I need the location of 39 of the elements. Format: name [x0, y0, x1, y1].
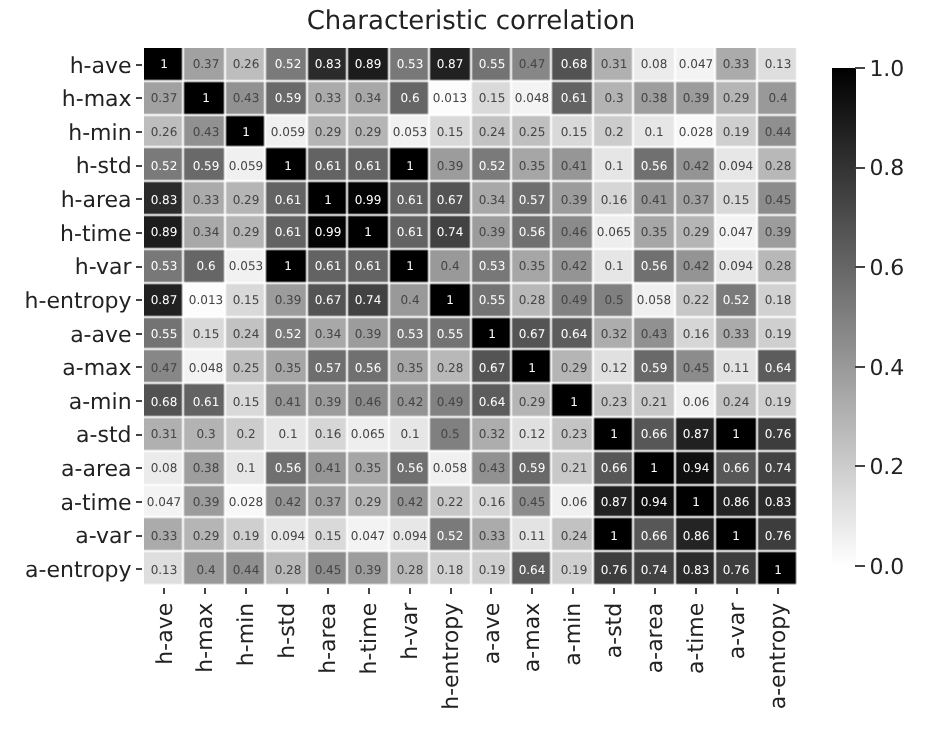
- y-tick-label: h-area: [60, 187, 132, 214]
- y-tick-label: a-std: [76, 422, 132, 449]
- x-tick-label: h-entropy: [437, 601, 464, 710]
- y-tick-label: h-std: [75, 153, 132, 180]
- color-bar-label: 1.0: [869, 55, 905, 82]
- x-tick-label: h-ave: [151, 602, 178, 665]
- x-tick-label: h-time: [355, 602, 382, 675]
- y-tick-label: h-entropy: [24, 287, 133, 314]
- x-tick-label: a-time: [682, 602, 709, 674]
- y-tick-label: a-var: [75, 523, 133, 550]
- y-tick-label: a-ave: [70, 321, 133, 348]
- x-tick-label: a-area: [642, 602, 669, 674]
- y-tick-label: h-var: [74, 254, 133, 281]
- color-bar-label: 0.0: [869, 553, 905, 580]
- y-tick-label: h-max: [61, 86, 133, 113]
- color-bar-label: 0.8: [869, 155, 905, 182]
- x-tick-label: h-area: [315, 602, 342, 674]
- y-tick-label: h-time: [60, 220, 133, 247]
- x-tick-label: h-var: [396, 601, 423, 660]
- x-tick-label: a-entropy: [764, 601, 791, 710]
- x-tick-label: h-std: [274, 602, 301, 659]
- y-tick-label: a-area: [61, 456, 132, 483]
- x-tick-label: a-min: [560, 602, 587, 666]
- color-bar-label: 0.4: [869, 354, 905, 381]
- x-tick-label: a-max: [519, 601, 546, 673]
- y-tick-label: a-max: [62, 355, 133, 382]
- x-tick-label: a-std: [601, 602, 628, 659]
- x-tick-label: a-var: [723, 601, 750, 660]
- chart-title: Characteristic correlation: [306, 7, 636, 38]
- y-tick-label: a-entropy: [25, 556, 133, 583]
- y-tick-label: a-time: [60, 489, 133, 516]
- color-bar-label: 0.6: [869, 254, 905, 281]
- y-tick-label: h-ave: [69, 52, 133, 79]
- x-tick-label: h-min: [233, 602, 260, 667]
- y-tick-label: a-min: [68, 388, 132, 415]
- x-tick-label: h-max: [192, 601, 219, 673]
- y-tick-label: h-min: [68, 119, 132, 146]
- color-bar-label: 0.2: [869, 454, 905, 481]
- x-tick-label: a-ave: [478, 602, 505, 665]
